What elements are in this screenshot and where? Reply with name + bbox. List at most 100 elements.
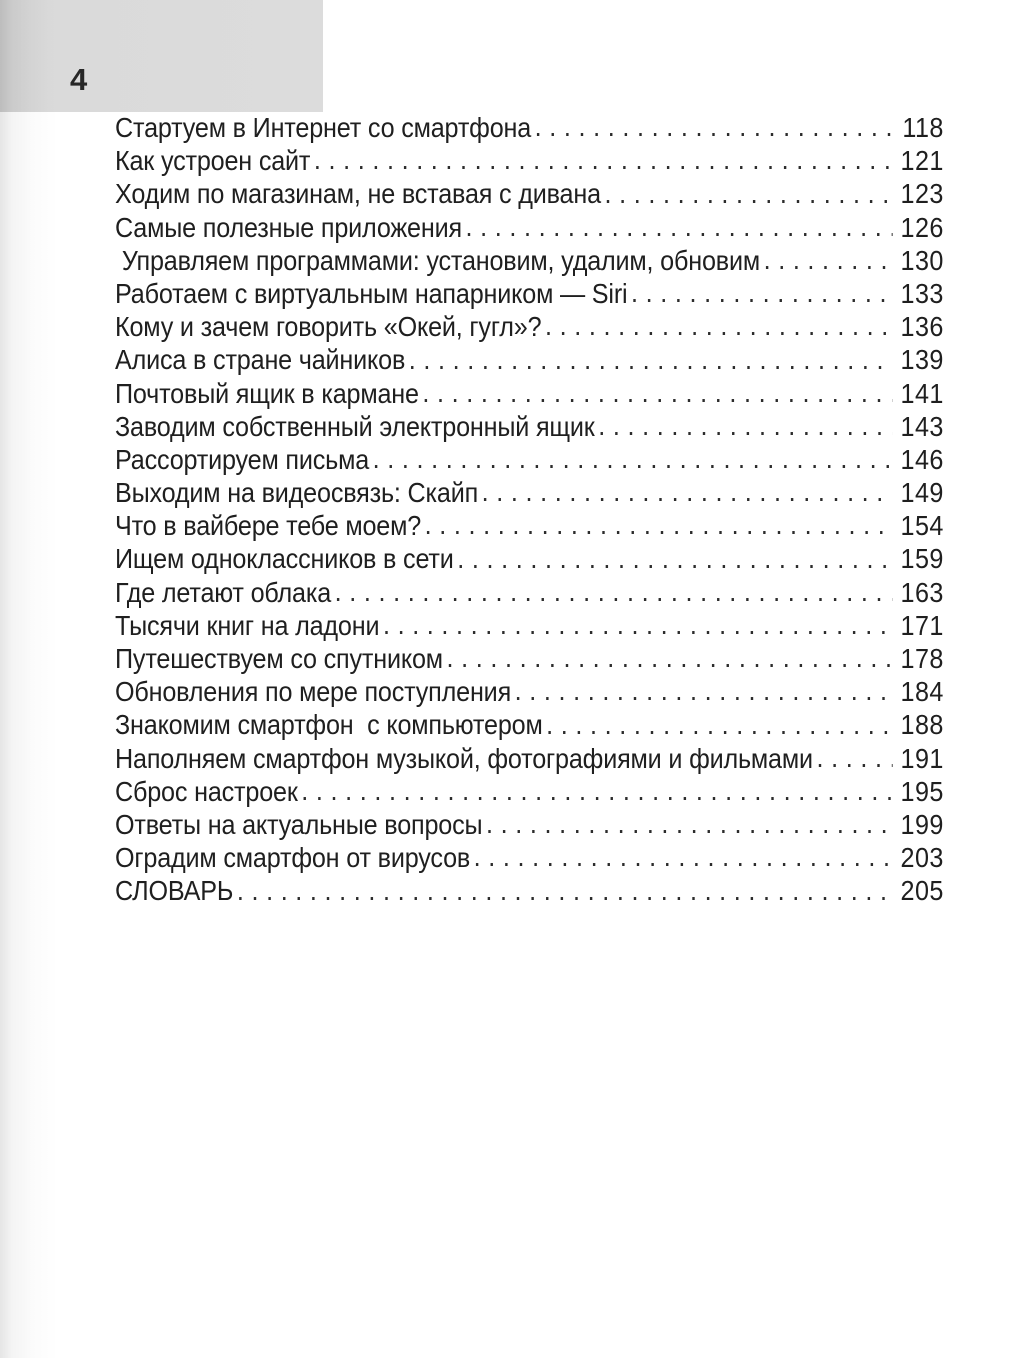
- toc-entry-page: 184: [900, 676, 944, 708]
- toc-entry-title: Что в вайбере тебе моем?: [115, 510, 422, 542]
- toc-row: Тысячи книг на ладони 171: [115, 609, 944, 642]
- toc-entry-title: Управляем программами: установим, удалим…: [115, 244, 760, 276]
- toc-dot-leader: [474, 841, 893, 874]
- toc-row: Рассортируем письма 146: [115, 443, 944, 476]
- toc-row: Наполняем смартфон музыкой, фотографиями…: [115, 742, 944, 775]
- toc-dot-leader: [631, 277, 892, 310]
- toc-row: Заводим собственный электронный ящик 143: [115, 410, 944, 443]
- toc-row: Как устроен сайт 121: [115, 144, 944, 177]
- toc-entry-page: 191: [900, 742, 944, 774]
- table-of-contents: Стартуем в Интернет со смартфона 118 Как…: [115, 111, 944, 908]
- toc-entry-page: 163: [900, 576, 944, 608]
- toc-dot-leader: [466, 211, 893, 244]
- toc-entry-title: Заводим собственный электронный ящик: [115, 410, 595, 442]
- toc-dot-leader: [482, 476, 893, 509]
- toc-entry-page: 205: [900, 875, 944, 907]
- toc-entry-page: 178: [900, 643, 944, 674]
- page-edge-shading: [0, 0, 60, 1358]
- toc-row: Самые полезные приложения 126: [115, 211, 944, 244]
- toc-dot-leader: [314, 144, 893, 177]
- toc-dot-leader: [605, 177, 893, 210]
- toc-entry-title: Ответы на актуальные вопросы: [115, 808, 483, 840]
- toc-entry-title: Самые полезные приложения: [115, 211, 462, 243]
- toc-entry-page: 143: [900, 410, 944, 442]
- toc-row: Знакомим смартфон с компьютером 188: [115, 708, 944, 741]
- toc-entry-page: 159: [900, 543, 944, 575]
- toc-dot-leader: [335, 576, 893, 609]
- toc-entry-page: 126: [900, 211, 944, 243]
- toc-row: Кому и зачем говорить «Окей, гугл»? 136: [115, 310, 944, 343]
- toc-dot-leader: [425, 509, 893, 542]
- toc-dot-leader: [486, 808, 892, 841]
- toc-row: Путешествуем со спутником 178: [115, 642, 944, 675]
- toc-entry-title: СЛОВАРЬ: [115, 875, 234, 907]
- toc-dot-leader: [546, 708, 892, 741]
- toc-entry-title: Знакомим смартфон с компьютером: [115, 709, 543, 741]
- toc-entry-page: 133: [900, 277, 944, 309]
- toc-entry-page: 203: [900, 842, 944, 874]
- toc-entry-page: 199: [900, 808, 944, 840]
- toc-entry-page: 141: [900, 377, 944, 409]
- toc-entry-page: 130: [900, 244, 944, 276]
- toc-entry-page: 146: [900, 443, 944, 475]
- toc-row: Алиса в стране чайников 139: [115, 343, 944, 376]
- toc-dot-leader: [764, 244, 893, 277]
- toc-dot-leader: [422, 377, 892, 410]
- toc-row: Управляем программами: установим, удалим…: [115, 244, 944, 277]
- toc-entry-page: 188: [900, 709, 944, 741]
- toc-entry-title: Обновления по мере поступления: [115, 676, 512, 708]
- page-number: 4: [70, 62, 88, 97]
- toc-row: Стартуем в Интернет со смартфона 118: [115, 111, 944, 144]
- toc-entry-title: Ходим по магазинам, не вставая с дивана: [115, 178, 601, 210]
- toc-entry-title: Работаем с виртуальным напарником — Siri: [115, 277, 628, 309]
- toc-row: Ответы на актуальные вопросы 199: [115, 808, 944, 841]
- toc-entry-title: Стартуем в Интернет со смартфона: [115, 112, 532, 143]
- toc-entry-page: 121: [900, 145, 944, 177]
- toc-entry-title: Путешествуем со спутником: [115, 643, 443, 674]
- toc-dot-leader: [447, 642, 893, 675]
- toc-entry-title: Рассортируем письма: [115, 443, 370, 475]
- toc-row: Обновления по мере поступления 184: [115, 675, 944, 708]
- toc-entry-page: 123: [900, 178, 944, 210]
- toc-dot-leader: [301, 775, 892, 808]
- toc-row: Сброс настроек 195: [115, 775, 944, 808]
- page-number-block: 4: [0, 0, 323, 112]
- toc-row: Работаем с виртуальным напарником — Siri…: [115, 277, 944, 310]
- toc-entry-page: 154: [900, 510, 944, 542]
- toc-dot-leader: [457, 542, 892, 575]
- toc-entry-title: Ищем одноклассников в сети: [115, 543, 454, 575]
- toc-dot-leader: [237, 874, 893, 907]
- toc-dot-leader: [373, 443, 893, 476]
- toc-entry-title: Оградим смартфон от вирусов: [115, 842, 471, 874]
- toc-dot-leader: [515, 675, 893, 708]
- toc-row: Выходим на видеосвязь: Скайп 149: [115, 476, 944, 509]
- toc-row: Ищем одноклассников в сети 159: [115, 542, 944, 575]
- toc-dot-leader: [535, 111, 895, 144]
- toc-entry-title: Почтовый ящик в кармане: [115, 377, 419, 409]
- toc-dot-leader: [383, 609, 892, 642]
- toc-row: Почтовый ящик в кармане 141: [115, 377, 944, 410]
- toc-row: Оградим смартфон от вирусов 203: [115, 841, 944, 874]
- toc-entry-title: Алиса в стране чайников: [115, 344, 406, 376]
- toc-row: Ходим по магазинам, не вставая с дивана …: [115, 177, 944, 210]
- toc-entry-page: 118: [902, 112, 944, 143]
- toc-entry-title: Тысячи книг на ладони: [115, 609, 380, 641]
- toc-entry-title: Как устроен сайт: [115, 145, 311, 177]
- toc-row: СЛОВАРЬ 205: [115, 874, 944, 907]
- toc-dot-leader: [816, 742, 892, 775]
- toc-entry-title: Где летают облака: [115, 576, 332, 608]
- toc-entry-title: Выходим на видеосвязь: Скайп: [115, 477, 479, 509]
- toc-entry-page: 195: [900, 775, 944, 807]
- toc-entry-title: Наполняем смартфон музыкой, фотографиями…: [115, 742, 813, 774]
- toc-entry-title: Сброс настроек: [115, 775, 298, 807]
- toc-dot-leader: [545, 310, 892, 343]
- toc-entry-title: Кому и зачем говорить «Окей, гугл»?: [115, 311, 542, 343]
- toc-row: Где летают облака 163: [115, 576, 944, 609]
- toc-entry-page: 149: [900, 477, 944, 509]
- toc-entry-page: 171: [900, 609, 944, 641]
- toc-dot-leader: [409, 343, 893, 376]
- toc-row: Что в вайбере тебе моем? 154: [115, 509, 944, 542]
- toc-entry-page: 139: [900, 344, 944, 376]
- toc-entry-page: 136: [900, 311, 944, 343]
